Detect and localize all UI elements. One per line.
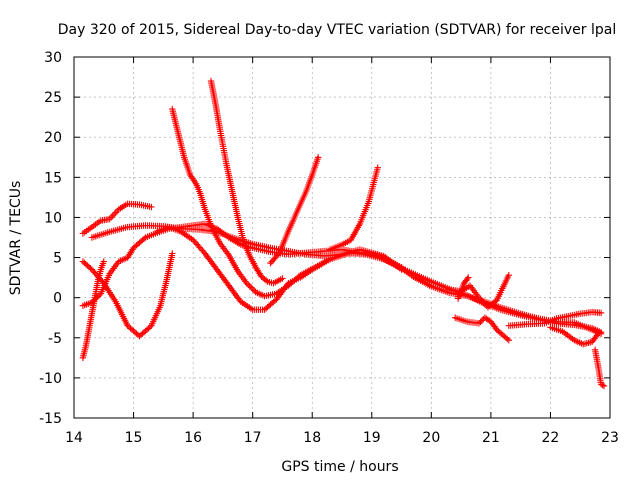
- axis-layer: 14 15 16 17 18 19 20 21 22 23 -15 -10 -5 0 5 10 15 20 25 30: [39, 50, 619, 446]
- series-arc-1: [79, 200, 155, 237]
- series-arc-3: [79, 250, 176, 340]
- y-tick-label: 15: [44, 170, 62, 186]
- series-arc-9: [267, 154, 322, 267]
- x-tick-label: 19: [363, 430, 381, 446]
- y-tick-label: 10: [44, 210, 62, 226]
- x-axis-title: GPS time / hours: [281, 459, 398, 475]
- data-points-arc-8: [154, 223, 405, 313]
- data-points-arc-11: [452, 314, 512, 344]
- chart-title: Day 320 of 2015, Sidereal Day-to-day VTE…: [58, 22, 616, 38]
- x-tick-label: 23: [601, 430, 619, 446]
- x-tick-label: 16: [184, 430, 202, 446]
- data-points-arc-15: [547, 324, 602, 348]
- y-tick-label: 20: [44, 130, 62, 146]
- data-points-arc-12: [446, 272, 512, 311]
- x-tick-label: 22: [542, 430, 560, 446]
- series-arc-14: [505, 308, 605, 329]
- series-arc-6: [169, 105, 405, 300]
- x-tick-label: 17: [244, 430, 262, 446]
- y-tick-label: 30: [44, 50, 62, 66]
- series-arc-16: [591, 346, 608, 390]
- x-tick-label: 21: [482, 430, 500, 446]
- plot-frame: [73, 56, 611, 419]
- series-arc-13: [454, 274, 472, 302]
- data-points-arc-14: [505, 308, 605, 329]
- y-tick-label: -15: [39, 411, 62, 427]
- y-tick-label: -10: [39, 371, 62, 387]
- data-points-arc-16: [591, 346, 608, 390]
- y-tick-label: 25: [44, 90, 62, 106]
- y-axis-title: SDTVAR / TECUs: [8, 181, 24, 296]
- data-points-arc-6: [169, 105, 405, 300]
- series-arc-15: [547, 324, 602, 348]
- data-points-arc-7: [207, 77, 286, 287]
- series-arc-4: [79, 220, 605, 336]
- x-tick-label: 18: [303, 430, 321, 446]
- grid-layer: [74, 57, 610, 418]
- x-tick-label: 15: [125, 430, 143, 446]
- marks-layer: [79, 77, 608, 390]
- series-arc-7: [207, 77, 286, 287]
- series-arc-8: [154, 223, 405, 313]
- data-points-arc-3: [79, 250, 176, 340]
- series-arc-12: [446, 272, 512, 311]
- data-points-arc-5: [79, 258, 107, 361]
- data-points-arc-13: [454, 274, 472, 302]
- series-arc-10: [326, 164, 381, 253]
- series-arc-5: [79, 258, 107, 361]
- data-points-arc-10: [326, 164, 381, 253]
- data-points-arc-1: [79, 200, 155, 237]
- data-points-arc-4: [79, 220, 605, 336]
- series-arc-11: [452, 314, 512, 344]
- data-points-arc-9: [267, 154, 322, 267]
- y-tick-label: -5: [48, 331, 62, 347]
- y-tick-label: 5: [53, 251, 62, 267]
- x-tick-label: 20: [422, 430, 440, 446]
- x-tick-label: 14: [65, 430, 83, 446]
- y-tick-label: 0: [53, 291, 62, 307]
